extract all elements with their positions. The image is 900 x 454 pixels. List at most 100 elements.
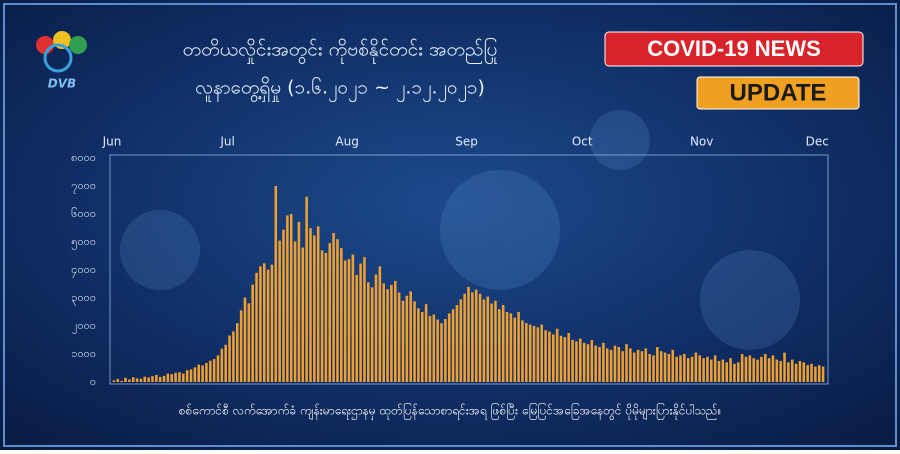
bar xyxy=(790,359,794,382)
bar xyxy=(382,283,385,382)
bar xyxy=(297,221,301,382)
bar xyxy=(594,345,597,382)
bar xyxy=(505,312,509,382)
bar xyxy=(555,328,559,382)
bar xyxy=(324,252,328,382)
bar xyxy=(390,284,393,382)
bar xyxy=(336,239,339,382)
bar xyxy=(178,372,181,382)
bar xyxy=(798,361,802,382)
bar xyxy=(706,356,709,382)
bar xyxy=(220,348,224,382)
bar xyxy=(174,372,177,382)
bar xyxy=(278,240,281,382)
bar xyxy=(374,274,378,382)
y-tick-label: ၆၀၀၀ xyxy=(71,207,96,220)
bar xyxy=(424,304,428,382)
bar xyxy=(482,299,486,382)
bar xyxy=(617,347,621,382)
bar xyxy=(494,300,497,382)
bar xyxy=(586,344,590,382)
bar xyxy=(717,361,721,382)
bar xyxy=(228,335,231,382)
bar xyxy=(582,342,586,382)
bar xyxy=(247,303,251,382)
bar xyxy=(282,229,285,382)
bar xyxy=(552,334,555,382)
bar xyxy=(621,351,624,382)
x-tick-label: Oct xyxy=(572,135,593,149)
bar xyxy=(128,379,131,382)
x-tick-label: Sep xyxy=(455,135,478,149)
bar xyxy=(609,349,613,382)
bar xyxy=(806,365,809,382)
bar xyxy=(155,375,158,382)
bar xyxy=(313,235,316,382)
x-tick-label: Dec xyxy=(806,135,829,149)
bar xyxy=(486,296,490,382)
chart-subtitle: လူနာတွေ့ရှိမှု (၁.၆.၂၀၂၁ ~ ၂.၁၂.၂၀၂၁) xyxy=(195,76,485,103)
bar xyxy=(409,291,412,382)
bar xyxy=(644,348,648,382)
bar xyxy=(744,356,748,382)
bar xyxy=(467,286,470,382)
plot-area xyxy=(109,154,829,385)
bar xyxy=(286,215,289,382)
bar xyxy=(710,359,713,382)
y-tick-label: ၁၀၀၀ xyxy=(71,347,96,360)
bar xyxy=(251,284,254,382)
bar xyxy=(189,369,193,382)
bar xyxy=(817,365,821,382)
bar xyxy=(394,280,397,382)
bar xyxy=(636,349,640,382)
bar xyxy=(451,309,455,382)
bar xyxy=(474,289,478,382)
bar xyxy=(120,380,123,382)
badge-news-text: COVID-19 NEWS xyxy=(647,36,821,61)
bar xyxy=(575,341,578,382)
bar xyxy=(667,354,671,382)
bar xyxy=(652,355,655,382)
bar xyxy=(733,363,736,382)
badge-update xyxy=(696,76,860,110)
bar xyxy=(351,254,355,382)
bar xyxy=(305,196,308,382)
frame xyxy=(3,3,897,447)
bar xyxy=(428,315,432,382)
bar xyxy=(563,337,567,382)
bar xyxy=(540,324,543,382)
bar xyxy=(814,366,817,382)
bar xyxy=(143,376,147,382)
bar xyxy=(509,313,513,382)
bar xyxy=(463,293,466,382)
bar xyxy=(656,347,659,382)
bar xyxy=(571,340,574,382)
bar xyxy=(386,289,389,382)
bar xyxy=(216,355,220,382)
bar xyxy=(578,338,582,382)
bar xyxy=(671,349,675,382)
bar xyxy=(679,355,682,382)
bar xyxy=(605,348,609,382)
bar xyxy=(498,309,501,382)
bar xyxy=(567,333,570,382)
bar xyxy=(440,323,443,382)
bar xyxy=(690,356,694,382)
bar xyxy=(340,248,343,382)
bar xyxy=(235,323,239,382)
bar xyxy=(794,363,798,382)
bar xyxy=(648,354,651,382)
bar xyxy=(525,323,528,382)
bar xyxy=(397,292,401,382)
bar xyxy=(559,335,563,382)
bar xyxy=(702,358,705,382)
bar xyxy=(135,378,139,382)
bar xyxy=(632,352,636,382)
bar xyxy=(301,247,305,382)
bar xyxy=(625,344,628,382)
bar xyxy=(232,331,235,382)
bar xyxy=(513,317,517,382)
bar xyxy=(363,257,366,382)
badge-news xyxy=(604,31,864,67)
